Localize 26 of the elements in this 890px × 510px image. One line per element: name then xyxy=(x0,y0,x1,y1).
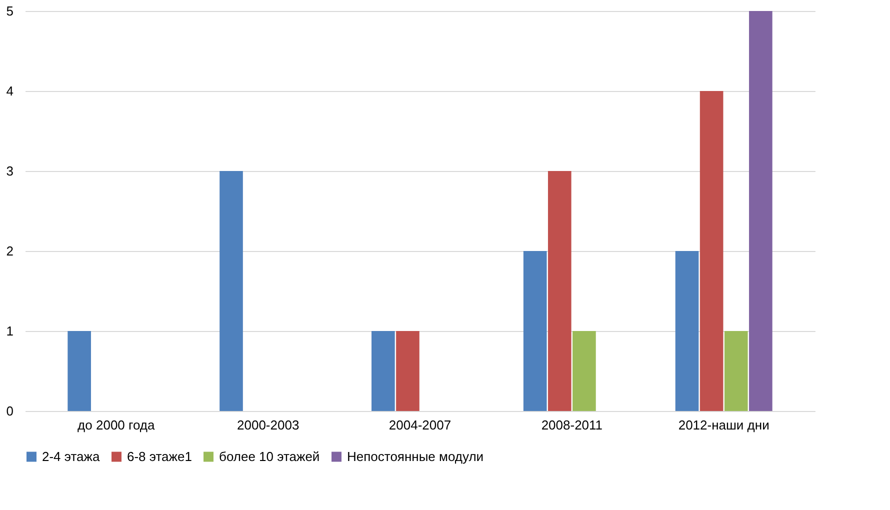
bar xyxy=(700,91,724,411)
bar xyxy=(548,171,572,411)
x-tick-label: 2012-наши дни xyxy=(678,418,770,432)
bar xyxy=(372,331,395,411)
y-tick-label: 2 xyxy=(6,244,14,258)
bar xyxy=(523,251,547,411)
x-tick-label: 2004-2007 xyxy=(388,418,452,432)
x-tick-label: до 2000 года xyxy=(78,418,156,432)
bar xyxy=(220,171,243,411)
y-tick-label: 3 xyxy=(6,164,14,178)
bar xyxy=(749,11,772,411)
bar xyxy=(724,331,748,411)
y-tick-label: 5 xyxy=(6,4,14,18)
legend-label: 6-8 этаже1 xyxy=(127,448,192,464)
bar xyxy=(68,331,91,411)
y-tick-label: 0 xyxy=(6,404,14,418)
legend-label: 2-4 этажа xyxy=(42,448,100,464)
bar xyxy=(396,331,420,411)
y-tick-label: 4 xyxy=(6,84,14,98)
legend-label: более 10 этажей xyxy=(219,448,320,464)
y-tick-label: 1 xyxy=(6,324,14,338)
bar xyxy=(675,251,699,411)
legend-label: Непостоянные модули xyxy=(347,448,484,464)
x-tick-label: 2008-2011 xyxy=(541,418,603,432)
x-tick-label: 2000-2003 xyxy=(236,418,300,432)
bar xyxy=(572,331,596,411)
